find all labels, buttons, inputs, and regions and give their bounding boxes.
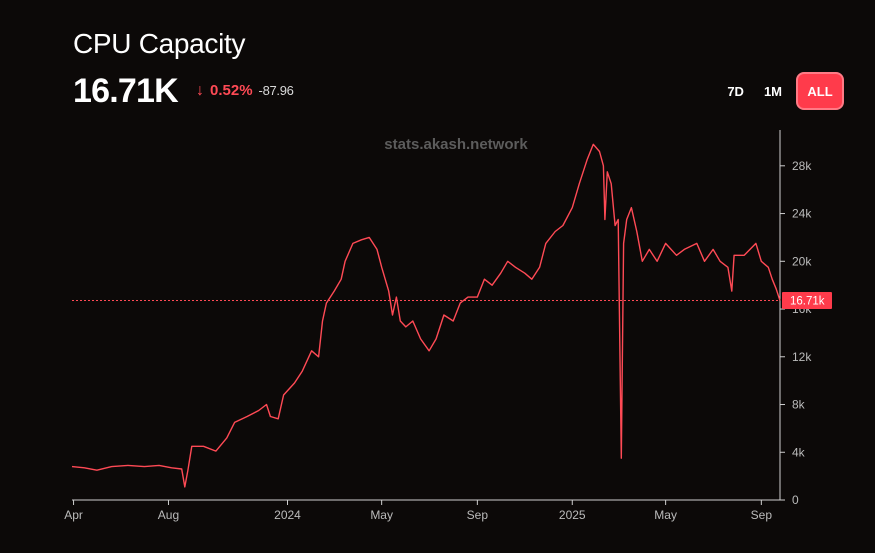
x-tick-label: 2024 [274,508,301,522]
x-tick-label: May [654,508,677,522]
y-tick-label: 20k [792,254,812,268]
range-1m-button[interactable]: 1M [763,83,782,99]
time-range-selector: 7D 1M ALL [717,72,844,110]
current-value-badge-label: 16.71k [790,296,825,308]
page-title: CPU Capacity [73,28,246,59]
range-all-button[interactable]: ALL [796,72,844,110]
y-tick-label: 24k [792,207,812,221]
x-tick-label: Sep [467,508,489,522]
y-tick-label: 4k [792,445,806,459]
x-tick-label: 2025 [559,508,586,522]
y-tick-label: 28k [792,159,812,173]
change-indicator: ↓ 0.52% -87.96 [196,82,294,99]
y-tick-label: 12k [792,350,812,364]
series-line-cpu-capacity [71,143,781,488]
x-tick-label: Aug [158,508,179,522]
y-tick-label: 0 [792,493,799,507]
range-7d-button[interactable]: 7D [727,83,744,99]
change-percent: 0.52% [210,82,253,99]
change-absolute: -87.96 [258,83,294,98]
watermark: stats.akash.network [384,136,528,153]
x-tick-label: Sep [751,508,773,522]
current-value: 16.71K [73,72,179,110]
x-tick-label: Apr [64,508,83,522]
arrow-down-icon: ↓ [196,81,204,99]
x-tick-label: May [370,508,393,522]
current-value-badge [782,292,832,310]
y-tick-label: 8k [792,398,806,412]
